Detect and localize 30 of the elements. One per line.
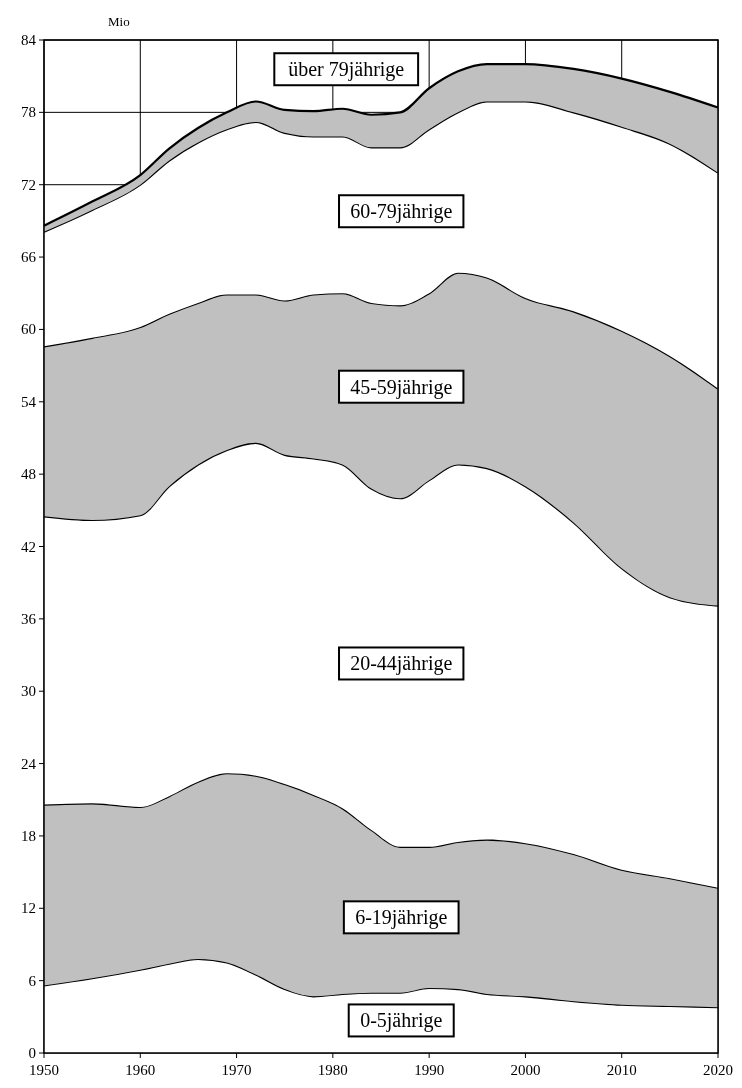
x-tick-label: 1950 — [29, 1062, 59, 1078]
series-label: 20-44jährige — [350, 652, 453, 676]
x-tick-label: 2000 — [510, 1062, 541, 1078]
y-tick-label: 72 — [21, 176, 36, 193]
x-tick-label: 1970 — [221, 1062, 252, 1078]
y-tick-label: 0 — [28, 1045, 36, 1061]
y-tick-label: 66 — [21, 249, 37, 266]
series-label: 0-5jährige — [360, 1009, 443, 1033]
y-tick-label: 24 — [21, 755, 37, 772]
y-tick-label: 30 — [21, 683, 36, 700]
y-tick-label: 6 — [28, 972, 37, 989]
y-axis-title: Mio — [108, 14, 130, 29]
y-tick-label: 48 — [21, 466, 36, 483]
x-tick-label: 1980 — [317, 1062, 348, 1078]
x-tick-label: 2010 — [606, 1062, 637, 1078]
y-tick-label: 60 — [21, 321, 36, 338]
x-tick-label: 1960 — [125, 1062, 156, 1078]
series-label: über 79jährige — [288, 58, 405, 82]
y-tick-label: 36 — [21, 610, 37, 627]
y-tick-label: 78 — [21, 104, 36, 121]
y-tick-label: 18 — [21, 827, 36, 844]
x-tick-label: 1990 — [414, 1062, 445, 1078]
y-tick-label: 42 — [21, 538, 36, 555]
x-tick-label: 2020 — [703, 1062, 733, 1078]
series-label: 45-59jährige — [350, 375, 453, 399]
y-tick-label: 12 — [21, 900, 36, 917]
series-label: 60-79jährige — [350, 200, 453, 224]
y-tick-label: 54 — [21, 393, 37, 410]
y-tick-label: 84 — [21, 32, 37, 48]
series-label: 6-19jährige — [355, 906, 448, 930]
